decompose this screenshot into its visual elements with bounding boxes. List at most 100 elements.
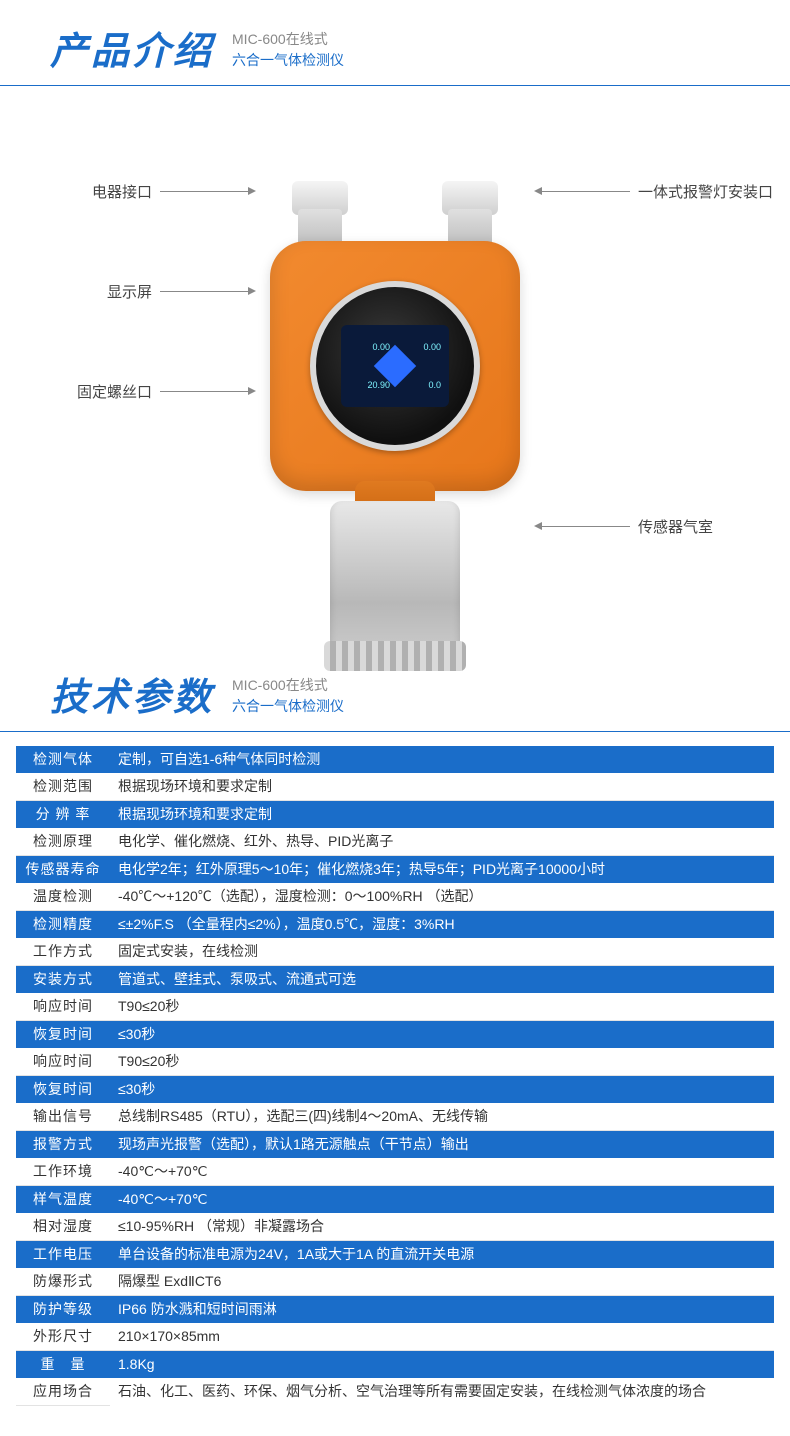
spec-row: 工作环境-40℃～+70℃ [16,1158,774,1186]
spec-label: 分 辨 率 [16,801,110,829]
spec-row: 报警方式现场声光报警（选配），默认1路无源触点（干节点）输出 [16,1131,774,1159]
spec-row: 检测原理电化学、催化燃烧、红外、热导、PID光离子 [16,828,774,856]
spec-label: 安装方式 [16,966,110,994]
spec-value: 根据现场环境和要求定制 [110,801,774,829]
spec-value: IP66 防水溅和短时间雨淋 [110,1296,774,1324]
spec-value: 210×170×85mm [110,1323,774,1351]
callout-display: 显示屏 [107,281,250,302]
spec-label: 应用场合 [16,1378,110,1406]
callout-screw-port: 固定螺丝口 [77,381,250,402]
spec-value: 现场声光报警（选配），默认1路无源触点（干节点）输出 [110,1131,774,1159]
arrow-icon [160,391,250,392]
callout-label: 一体式报警灯安装口 [638,181,773,202]
spec-row: 响应时间T90≤20秒 [16,1048,774,1076]
device-face: 0.00 0.00 20.90 0.0 [310,281,480,451]
spec-value: 电化学2年；红外原理5～10年；催化燃烧3年；热导5年；PID光离子10000小… [110,856,774,884]
spec-value: 隔爆型 ExdⅡCT6 [110,1268,774,1296]
spec-value: 固定式安装，在线检测 [110,938,774,966]
spec-row: 输出信号总线制RS485（RTU），选配三(四)线制4～20mA、无线传输 [16,1103,774,1131]
spec-value: ≤10-95%RH （常规）非凝露场合 [110,1213,774,1241]
spec-row: 工作方式固定式安装，在线检测 [16,938,774,966]
spec-row: 检测范围根据现场环境和要求定制 [16,773,774,801]
spec-value: -40℃～+70℃ [110,1186,774,1214]
spec-label: 样气温度 [16,1186,110,1214]
spec-label: 响应时间 [16,1048,110,1076]
spec-value: -40℃～+70℃ [110,1158,774,1186]
section1-title: 产品介绍 [50,20,214,75]
sensor-chamber [330,501,460,671]
section2-sub-line2: 六合一气体检测仪 [232,696,344,717]
spec-row: 工作电压单台设备的标准电源为24V，1A或大于1A 的直流开关电源 [16,1241,774,1269]
spec-row: 重 量1.8Kg [16,1351,774,1379]
spec-value: ≤30秒 [110,1021,774,1049]
spec-row: 应用场合石油、化工、医药、环保、烟气分析、空气治理等所有需要固定安装，在线检测气… [16,1378,774,1406]
spec-label: 恢复时间 [16,1076,110,1104]
spec-row: 温度检测-40℃～+120℃（选配），湿度检测：0～100%RH （选配） [16,883,774,911]
arrow-icon [540,191,630,192]
device-illustration: 0.00 0.00 20.90 0.0 [270,241,520,491]
spec-row: 恢复时间≤30秒 [16,1076,774,1104]
spec-row: 外形尺寸210×170×85mm [16,1323,774,1351]
spec-value: T90≤20秒 [110,1048,774,1076]
spec-value: 总线制RS485（RTU），选配三(四)线制4～20mA、无线传输 [110,1103,774,1131]
spec-row: 检测精度≤±2%F.S （全量程内≤2%），温度0.5℃，湿度：3%RH [16,911,774,939]
spec-value: ≤±2%F.S （全量程内≤2%），温度0.5℃，湿度：3%RH [110,911,774,939]
spec-label: 防护等级 [16,1296,110,1324]
spec-label: 检测气体 [16,746,110,773]
spec-value: ≤30秒 [110,1076,774,1104]
spec-label: 输出信号 [16,1103,110,1131]
arrow-icon [160,191,250,192]
spec-label: 相对湿度 [16,1213,110,1241]
section1-sub-line1: MIC-600在线式 [232,29,344,50]
arrow-icon [160,291,250,292]
spec-row: 样气温度-40℃～+70℃ [16,1186,774,1214]
spec-table-container: 检测气体定制，可自选1-6种气体同时检测检测范围根据现场环境和要求定制分 辨 率… [0,732,790,1436]
spec-value: 1.8Kg [110,1351,774,1379]
spec-value: 单台设备的标准电源为24V，1A或大于1A 的直流开关电源 [110,1241,774,1269]
spec-row: 安装方式管道式、壁挂式、泵吸式、流通式可选 [16,966,774,994]
spec-value: 根据现场环境和要求定制 [110,773,774,801]
spec-row: 分 辨 率根据现场环境和要求定制 [16,801,774,829]
spec-label: 检测精度 [16,911,110,939]
product-intro-header: 产品介绍 MIC-600在线式 六合一气体检测仪 [0,0,790,86]
callout-sensor-chamber: 传感器气室 [540,516,713,537]
callout-label: 电器接口 [92,181,152,202]
product-diagram: 0.00 0.00 20.90 0.0 电器接口 显示屏 固定螺丝口 一体式报警… [0,86,790,646]
spec-table: 检测气体定制，可自选1-6种气体同时检测检测范围根据现场环境和要求定制分 辨 率… [16,746,774,1406]
spec-label: 外形尺寸 [16,1323,110,1351]
device-screen: 0.00 0.00 20.90 0.0 [341,325,449,407]
arrow-icon [540,526,630,527]
section2-sub-line1: MIC-600在线式 [232,675,344,696]
callout-label: 传感器气室 [638,516,713,537]
callout-label: 固定螺丝口 [77,381,152,402]
section1-subtitle: MIC-600在线式 六合一气体检测仪 [232,29,344,75]
spec-value: T90≤20秒 [110,993,774,1021]
spec-label: 工作方式 [16,938,110,966]
spec-label: 工作电压 [16,1241,110,1269]
spec-label: 工作环境 [16,1158,110,1186]
spec-label: 恢复时间 [16,1021,110,1049]
spec-label: 报警方式 [16,1131,110,1159]
spec-row: 检测气体定制，可自选1-6种气体同时检测 [16,746,774,773]
spec-value: 管道式、壁挂式、泵吸式、流通式可选 [110,966,774,994]
spec-row: 防护等级IP66 防水溅和短时间雨淋 [16,1296,774,1324]
spec-row: 恢复时间≤30秒 [16,1021,774,1049]
spec-label: 传感器寿命 [16,856,110,884]
spec-value: -40℃～+120℃（选配），湿度检测：0～100%RH （选配） [110,883,774,911]
spec-label: 检测原理 [16,828,110,856]
spec-row: 响应时间T90≤20秒 [16,993,774,1021]
callout-label: 显示屏 [107,281,152,302]
spec-value: 电化学、催化燃烧、红外、热导、PID光离子 [110,828,774,856]
callout-alarm-port: 一体式报警灯安装口 [540,181,773,202]
spec-value: 石油、化工、医药、环保、烟气分析、空气治理等所有需要固定安装，在线检测气体浓度的… [110,1378,774,1406]
spec-label: 温度检测 [16,883,110,911]
spec-value: 定制，可自选1-6种气体同时检测 [110,746,774,773]
spec-row: 传感器寿命电化学2年；红外原理5～10年；催化燃烧3年；热导5年；PID光离子1… [16,856,774,884]
section2-title: 技术参数 [50,666,214,721]
device-body: 0.00 0.00 20.90 0.0 [270,241,520,491]
section1-sub-line2: 六合一气体检测仪 [232,50,344,71]
spec-row: 防爆形式隔爆型 ExdⅡCT6 [16,1268,774,1296]
section2-subtitle: MIC-600在线式 六合一气体检测仪 [232,675,344,721]
spec-label: 响应时间 [16,993,110,1021]
spec-label: 防爆形式 [16,1268,110,1296]
